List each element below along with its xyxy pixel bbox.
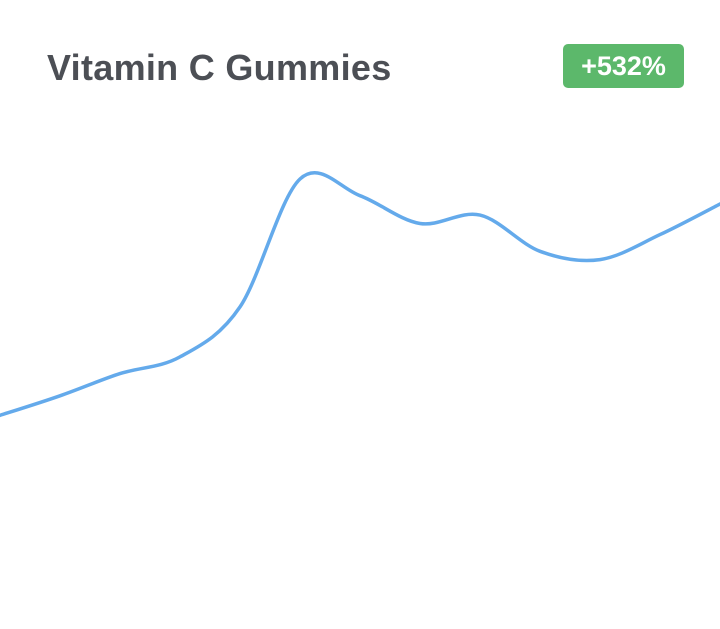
growth-badge: +532% xyxy=(563,44,684,88)
series-line-0 xyxy=(0,171,720,418)
series-layer xyxy=(0,171,720,418)
chart-title: Vitamin C Gummies xyxy=(47,47,392,88)
